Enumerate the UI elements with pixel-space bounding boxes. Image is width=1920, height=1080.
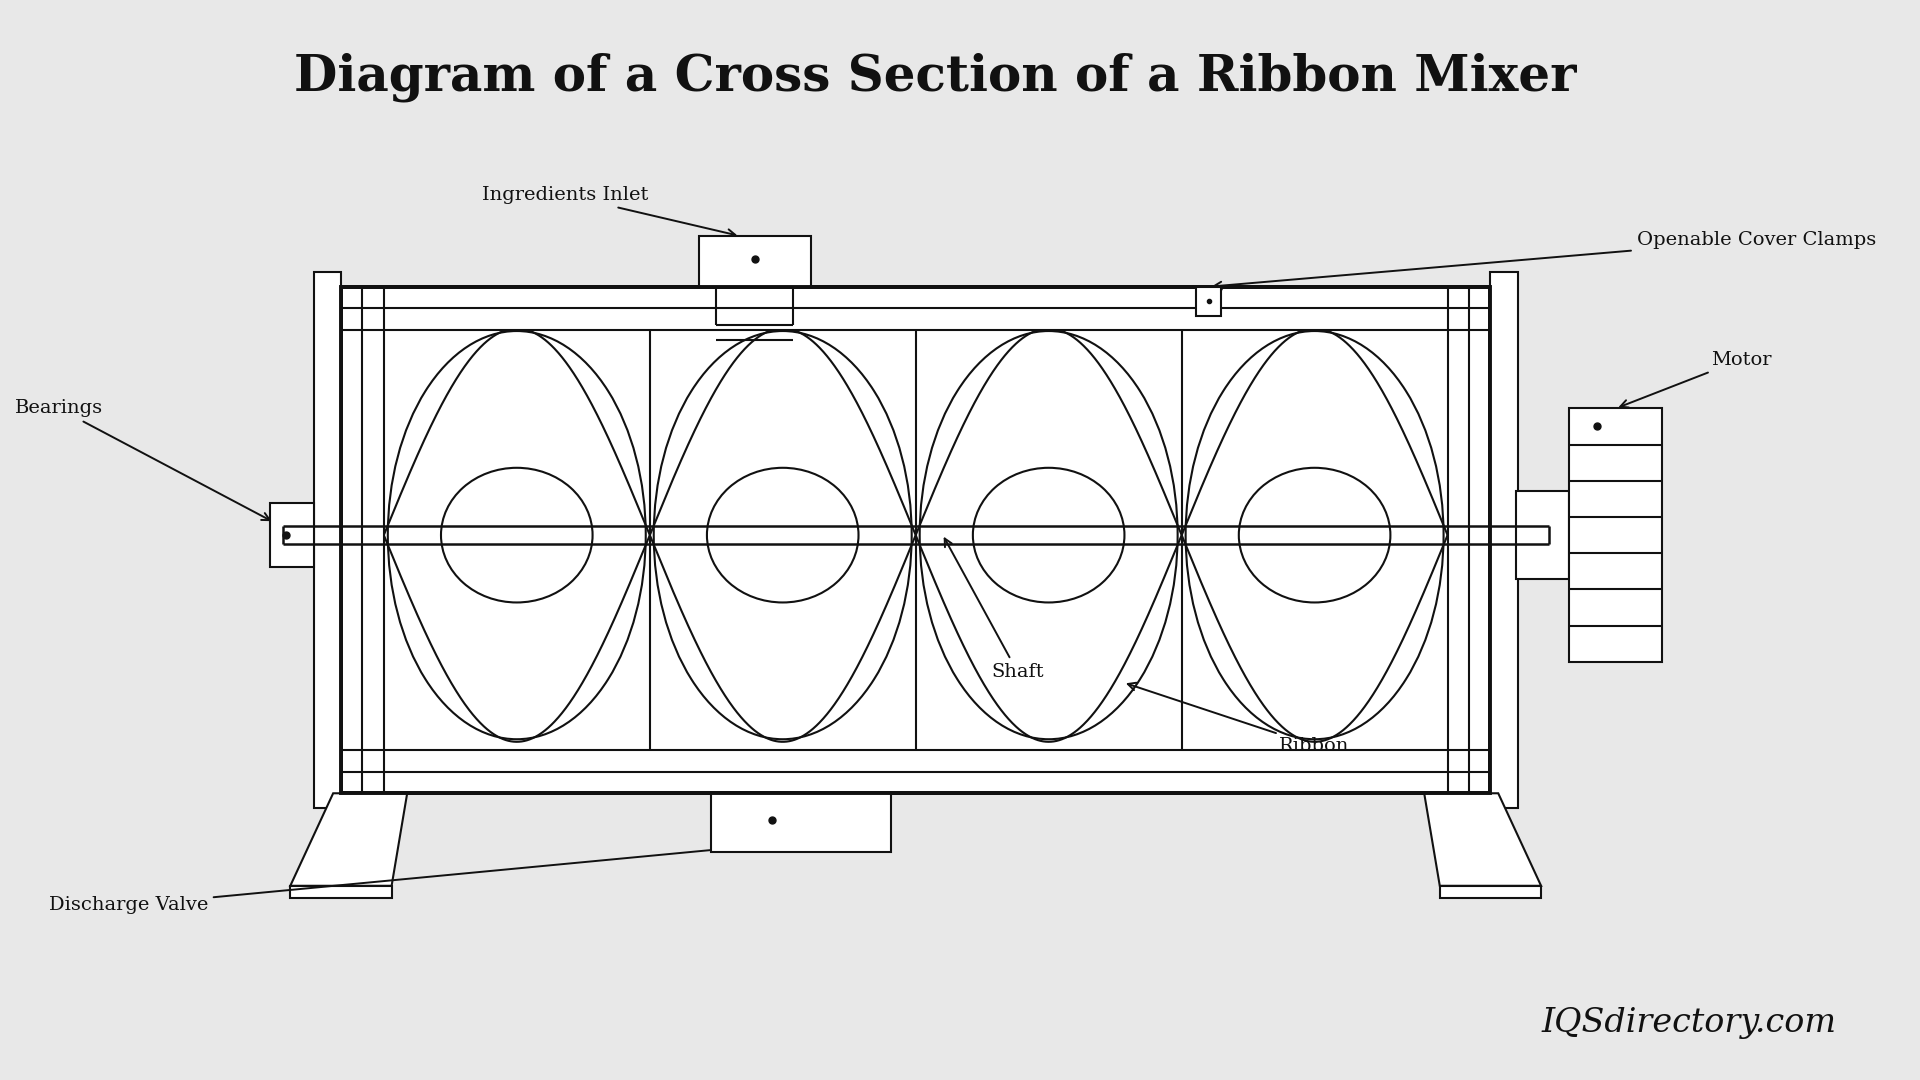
Bar [313,272,342,808]
Bar [1440,886,1542,899]
Bar [1517,505,1561,532]
Text: Bearings: Bearings [15,400,271,521]
Bar [342,286,1490,794]
Bar [1569,408,1663,662]
Polygon shape [1425,794,1542,886]
Bar [290,886,392,899]
Bar [710,794,891,852]
Bar [342,286,1490,794]
Text: Motor: Motor [1620,351,1770,407]
Text: Discharge Valve: Discharge Valve [48,845,739,915]
Bar [1515,491,1569,579]
Bar [271,503,313,567]
Polygon shape [290,794,407,886]
Text: IQSdirectory.com: IQSdirectory.com [1542,1007,1836,1039]
Bar [1196,286,1221,316]
Text: Diagram of a Cross Section of a Ribbon Mixer: Diagram of a Cross Section of a Ribbon M… [294,53,1576,102]
Bar [699,237,810,286]
Text: Ingredients Inlet: Ingredients Inlet [482,186,735,237]
Text: Openable Cover Clamps: Openable Cover Clamps [1213,231,1876,289]
Text: Shaft: Shaft [945,539,1044,680]
Bar [1490,272,1517,808]
Text: Ribbon: Ribbon [1127,683,1350,755]
Bar [1517,538,1561,565]
